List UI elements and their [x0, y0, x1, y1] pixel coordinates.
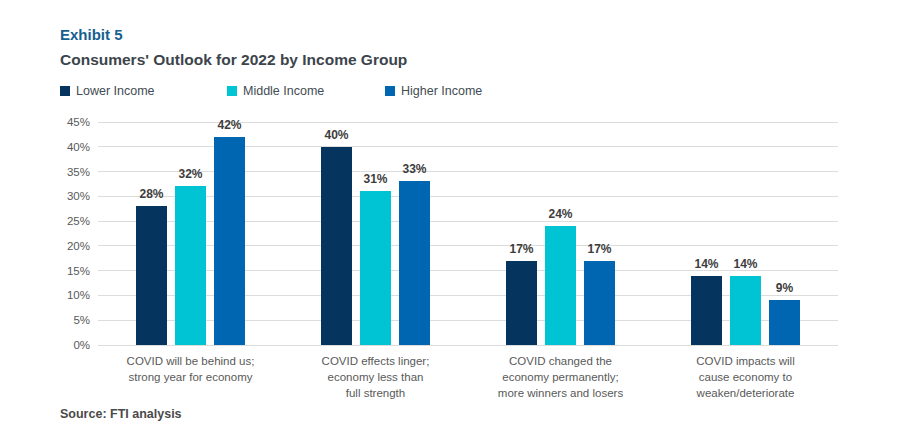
- y-axis-tick-label: 10%: [44, 289, 90, 301]
- y-axis-tick-label: 15%: [44, 265, 90, 277]
- legend-item: Lower Income: [60, 84, 155, 98]
- bar: 9%: [769, 300, 800, 345]
- bar: 42%: [214, 137, 245, 345]
- bar-cluster: 14% 14% 9%: [653, 122, 838, 345]
- legend-item: Higher Income: [385, 84, 482, 98]
- value-label: 32%: [178, 167, 202, 181]
- legend: Lower Income Middle Income Higher Income: [60, 84, 580, 100]
- y-axis-tick-label: 20%: [44, 240, 90, 252]
- bar: 32%: [175, 186, 206, 345]
- value-label: 42%: [217, 118, 241, 132]
- chart-title: Consumers' Outlook for 2022 by Income Gr…: [60, 51, 407, 69]
- bar-group: 14%14%9%COVID impacts will cause economy…: [653, 122, 838, 345]
- plot-area: 28%32%42%COVID will be behind us; strong…: [98, 122, 838, 345]
- category-label: COVID effects linger; economy less than …: [286, 353, 466, 401]
- bar: 28%: [136, 206, 167, 345]
- bar: 33%: [399, 181, 430, 345]
- bar-groups: 28%32%42%COVID will be behind us; strong…: [98, 122, 838, 345]
- value-label: 40%: [324, 128, 348, 142]
- bar: 14%: [730, 276, 761, 345]
- value-label: 14%: [694, 257, 718, 271]
- legend-swatch-icon: [227, 86, 237, 96]
- bar: 17%: [584, 261, 615, 345]
- legend-item: Middle Income: [227, 84, 324, 98]
- value-label: 14%: [733, 257, 757, 271]
- legend-swatch-icon: [385, 86, 395, 96]
- bar-cluster: 28% 32% 42%: [98, 122, 283, 345]
- y-axis-tick-label: 30%: [44, 190, 90, 202]
- y-axis-tick-label: 40%: [44, 141, 90, 153]
- y-axis: 0%5%10%15%20%25%30%35%40%45%: [44, 122, 90, 345]
- exhibit-label: Exhibit 5: [60, 26, 123, 43]
- bar-cluster: 40% 31% 33%: [283, 122, 468, 345]
- y-axis-tick-label: 45%: [44, 116, 90, 128]
- bar-cluster: 17% 24% 17%: [468, 122, 653, 345]
- category-label: COVID changed the economy permanently; m…: [471, 353, 651, 401]
- bar-group: 17%24%17%COVID changed the economy perma…: [468, 122, 653, 345]
- legend-label: Lower Income: [76, 84, 155, 98]
- bar: 31%: [360, 191, 391, 345]
- value-label: 24%: [548, 207, 572, 221]
- bar: 24%: [545, 226, 576, 345]
- y-axis-tick-label: 25%: [44, 215, 90, 227]
- legend-label: Middle Income: [243, 84, 324, 98]
- value-label: 17%: [509, 242, 533, 256]
- category-label: COVID will be behind us; strong year for…: [101, 353, 281, 385]
- bar: 14%: [691, 276, 722, 345]
- bar: 40%: [321, 147, 352, 345]
- bar-group: 28%32%42%COVID will be behind us; strong…: [98, 122, 283, 345]
- source-note: Source: FTI analysis: [60, 407, 182, 421]
- bar-group: 40%31%33%COVID effects linger; economy l…: [283, 122, 468, 345]
- bar: 17%: [506, 261, 537, 345]
- value-label: 31%: [363, 172, 387, 186]
- value-label: 33%: [402, 162, 426, 176]
- value-label: 9%: [776, 281, 793, 295]
- y-axis-tick-label: 5%: [44, 314, 90, 326]
- category-label: COVID impacts will cause economy to weak…: [656, 353, 836, 401]
- value-label: 17%: [587, 242, 611, 256]
- value-label: 28%: [139, 187, 163, 201]
- y-axis-tick-label: 35%: [44, 166, 90, 178]
- legend-label: Higher Income: [401, 84, 482, 98]
- report-page: Exhibit 5 Consumers' Outlook for 2022 by…: [0, 0, 900, 446]
- legend-swatch-icon: [60, 86, 70, 96]
- y-axis-tick-label: 0%: [44, 339, 90, 351]
